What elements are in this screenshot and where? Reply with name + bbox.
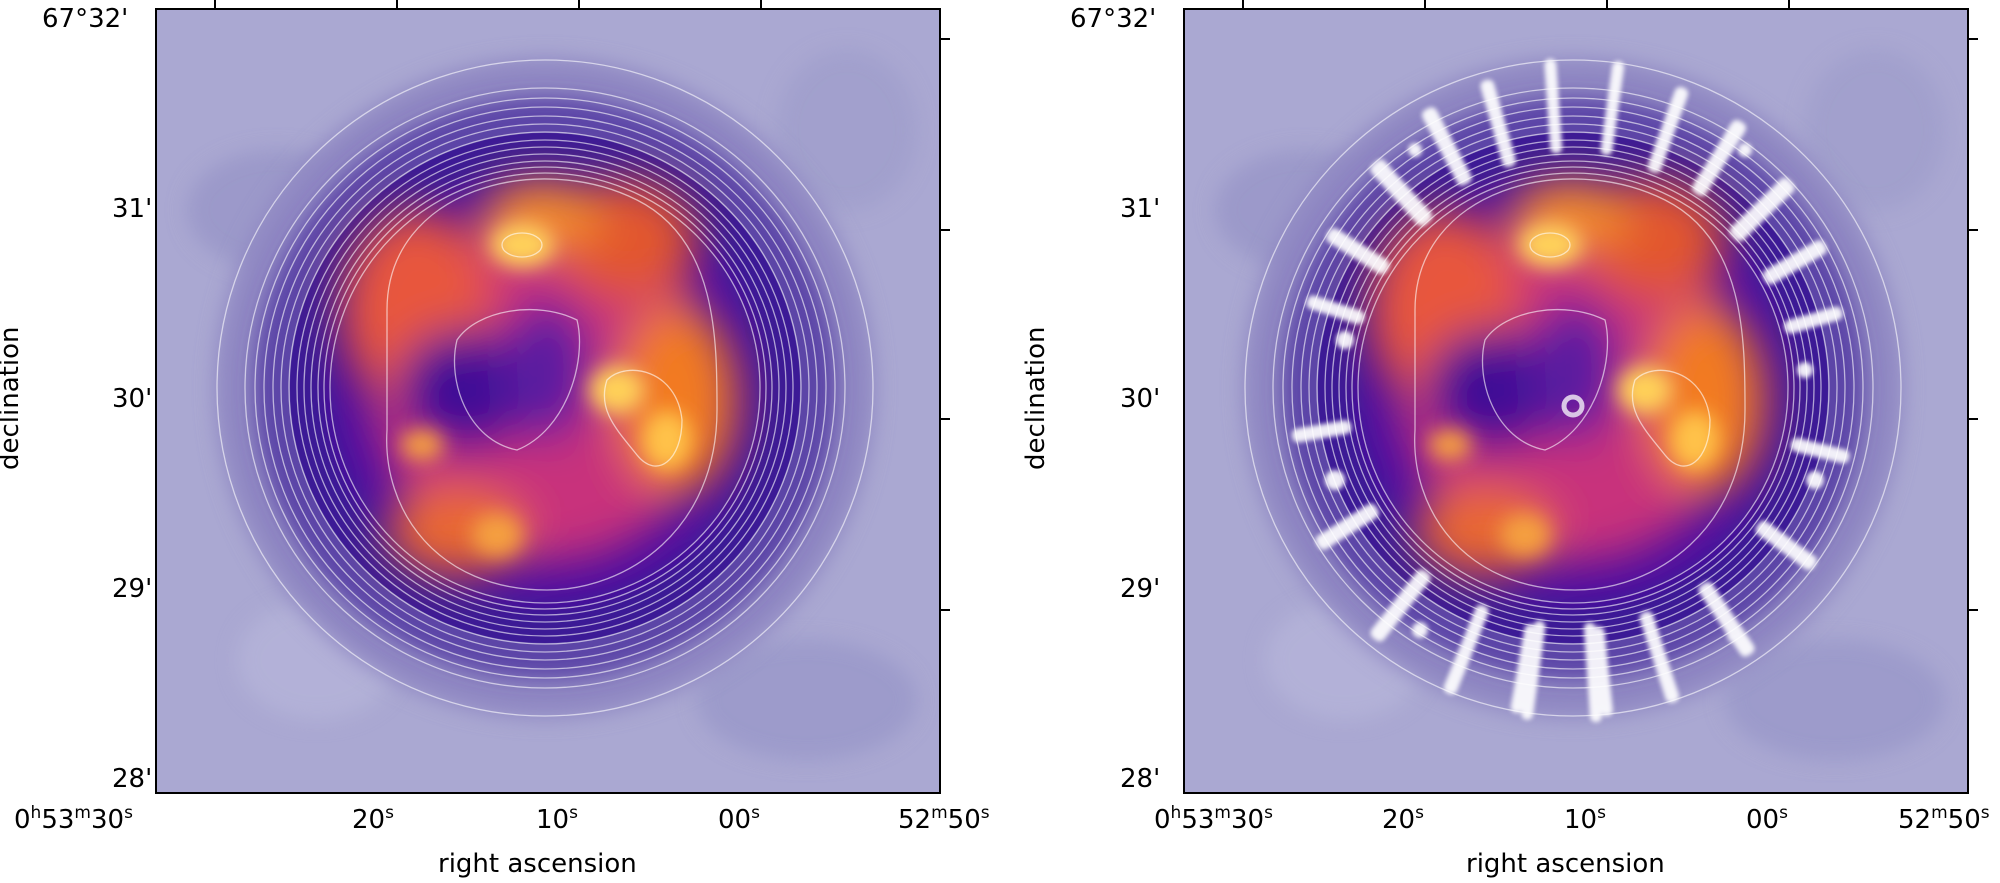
right-dec-tick-28: 28' (1120, 764, 1161, 794)
left-top-tick-3 (760, 0, 762, 8)
left-xray-map (157, 10, 939, 792)
left-ra-tick-2: 10s (536, 803, 578, 835)
left-right-tick-3 (941, 609, 950, 611)
left-dec-tick-28: 28' (112, 764, 153, 794)
right-right-tick-3 (1969, 609, 1978, 611)
left-right-tick-1 (941, 229, 950, 231)
left-top-tick-0 (214, 0, 216, 8)
right-panel: declination 67°32' 31' 30' 29' 28' (1021, 0, 2000, 883)
left-dec-tick-32: 67°32' (42, 4, 129, 34)
left-top-tick-1 (396, 0, 398, 8)
right-ra-tick-2: 10s (1564, 803, 1606, 835)
right-y-axis-label: declination (1021, 326, 1051, 470)
right-ra-tick-0: 0h53m30s (1154, 803, 1273, 835)
left-x-axis-label: right ascension (438, 849, 637, 879)
right-top-tick-0 (1242, 0, 1244, 8)
left-right-tick-0 (941, 38, 950, 40)
right-xray-map-with-overlay (1185, 10, 1967, 792)
left-top-tick-2 (578, 0, 580, 8)
right-top-tick-1 (1424, 0, 1426, 8)
right-dec-tick-29: 29' (1120, 574, 1161, 604)
right-dec-tick-32: 67°32' (1070, 4, 1157, 34)
right-right-tick-0 (1969, 38, 1978, 40)
left-y-axis-label: declination (0, 326, 25, 470)
right-x-axis-label: right ascension (1466, 849, 1665, 879)
left-dec-tick-31: 31' (112, 194, 153, 224)
left-right-tick-2 (941, 418, 950, 420)
left-panel: declination 67°32' 31' 30' 29' 28' (0, 0, 990, 879)
left-dec-tick-30: 30' (112, 384, 153, 414)
right-ra-tick-3: 00s (1746, 803, 1788, 835)
left-image-frame (155, 8, 941, 794)
left-ra-tick-0: 0h53m30s (14, 803, 133, 835)
right-ra-tick-4: 52m50s (1898, 803, 1990, 835)
left-ra-tick-3: 00s (718, 803, 760, 835)
right-top-tick-2 (1606, 0, 1608, 8)
right-top-tick-3 (1788, 0, 1790, 8)
left-ra-tick-4: 52m50s (898, 803, 990, 835)
right-ra-tick-1: 20s (1382, 803, 1424, 835)
right-dec-tick-30: 30' (1120, 384, 1161, 414)
right-right-tick-2 (1969, 418, 1978, 420)
central-source-marker (1561, 394, 1585, 418)
right-right-tick-1 (1969, 229, 1978, 231)
left-ra-tick-1: 20s (352, 803, 394, 835)
right-image-frame (1183, 8, 1969, 794)
radial-streaks (1291, 58, 1850, 723)
left-dec-tick-29: 29' (112, 574, 153, 604)
right-dec-tick-31: 31' (1120, 194, 1161, 224)
